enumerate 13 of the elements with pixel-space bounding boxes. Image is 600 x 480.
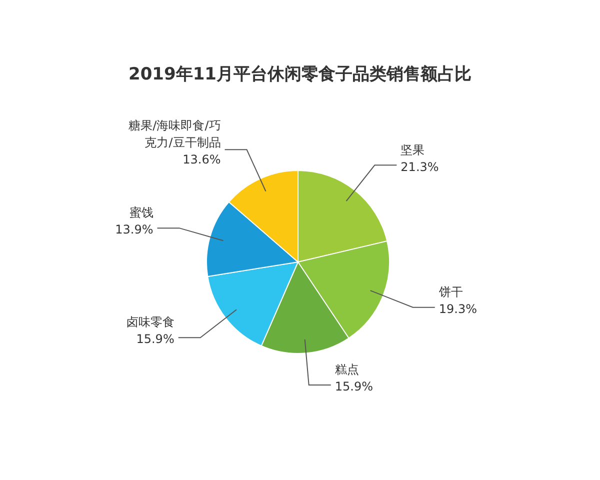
slice-label: 饼干 bbox=[438, 284, 463, 299]
slice-label: 糕点 bbox=[334, 362, 359, 377]
data-label: 13.9% bbox=[115, 222, 154, 237]
data-label: 19.3% bbox=[438, 302, 478, 316]
data-label: 15.9% bbox=[334, 380, 373, 394]
slice-label: 蜜饯 bbox=[129, 206, 154, 220]
slice-label: 坚果 bbox=[400, 142, 425, 157]
data-label: 21.3% bbox=[400, 160, 439, 174]
data-label: 13.6% bbox=[182, 152, 221, 167]
data-label: 15.9% bbox=[136, 332, 174, 346]
slice-label: 糖果/海味即食/巧克力/豆干制品 bbox=[128, 118, 221, 150]
chart-title: 2019年11月平台休闲零食子品类销售额占比 bbox=[128, 64, 472, 84]
slice-label: 卤味零食 bbox=[126, 315, 174, 330]
